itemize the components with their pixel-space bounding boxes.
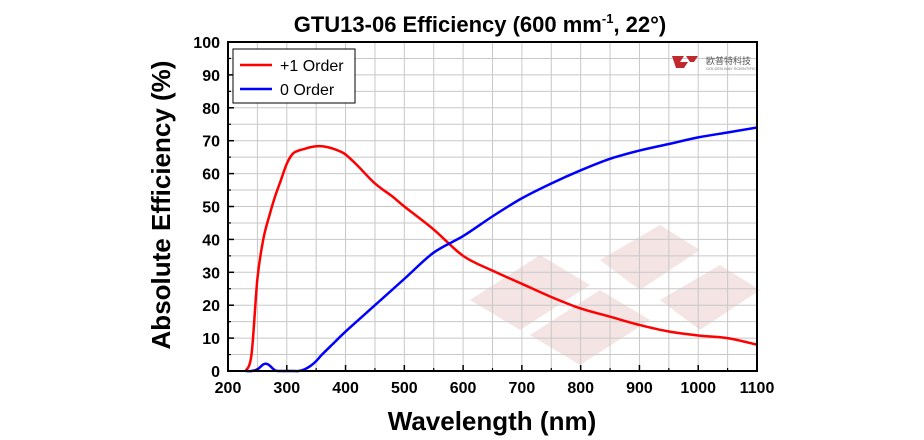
legend-box: [232, 48, 356, 104]
watermark-shape: [470, 255, 590, 330]
x-tick-label: 200: [215, 380, 242, 397]
y-tick-label: 40: [202, 232, 220, 249]
y-tick-label: 60: [202, 167, 220, 184]
company-logo: 欧普特科技 GOLDEN WAY SCIENTIFIC: [672, 55, 756, 71]
logo-subtext: GOLDEN WAY SCIENTIFIC: [706, 66, 756, 71]
legend: +1 Order 0 Order: [232, 48, 356, 104]
x-tick-label: 900: [626, 380, 653, 397]
y-tick-label: 70: [202, 134, 220, 151]
watermark-shape: [530, 290, 650, 365]
chart-title-end: , 22°): [613, 12, 666, 37]
series-line-zero-order: [245, 126, 758, 373]
watermark-shape: [660, 265, 760, 330]
legend-label-zero-order: 0 Order: [280, 82, 335, 99]
y-tick-label: 80: [202, 101, 220, 118]
legend-label-plus1-order: +1 Order: [280, 58, 344, 75]
x-tick-label: 400: [332, 380, 359, 397]
chart-title: GTU13-06 Efficiency (600 mm-1, 22°): [294, 11, 667, 37]
y-tick-label: 90: [202, 68, 220, 85]
x-axis-title: Wavelength (nm): [388, 406, 596, 436]
series-group: [244, 126, 758, 373]
x-tick-label: 1000: [680, 380, 716, 397]
chart-title-superscript: -1: [602, 11, 614, 26]
y-tick-label: 50: [202, 200, 220, 217]
x-tick-label: 500: [391, 380, 418, 397]
x-tick-label: 300: [273, 380, 300, 397]
y-axis-title: Absolute Efficiency (%): [146, 61, 176, 350]
logo-mark-icon: [672, 56, 698, 68]
x-tick-label: 1100: [740, 380, 775, 397]
y-tick-label: 20: [202, 298, 220, 315]
y-tick-label: 0: [211, 364, 220, 381]
x-tick-label: 600: [450, 380, 477, 397]
y-tick-labels: 0 10 20 30 40 50 60 70 80 90 100: [193, 35, 220, 381]
x-tick-labels: 200 300 400 500 600 700 800 900 1000 1100: [215, 380, 775, 397]
x-tick-label: 700: [509, 380, 536, 397]
chart-title-main: GTU13-06 Efficiency (600 mm: [294, 12, 602, 37]
series-line-plus1-order: [244, 144, 758, 372]
y-tick-label: 10: [202, 331, 220, 348]
x-tick-label: 800: [567, 380, 594, 397]
y-tick-label: 100: [193, 35, 220, 52]
y-tick-label: 30: [202, 265, 220, 282]
logo-text: 欧普特科技: [706, 55, 751, 66]
watermark-shape: [600, 225, 700, 290]
watermark-graphic: [470, 225, 760, 365]
